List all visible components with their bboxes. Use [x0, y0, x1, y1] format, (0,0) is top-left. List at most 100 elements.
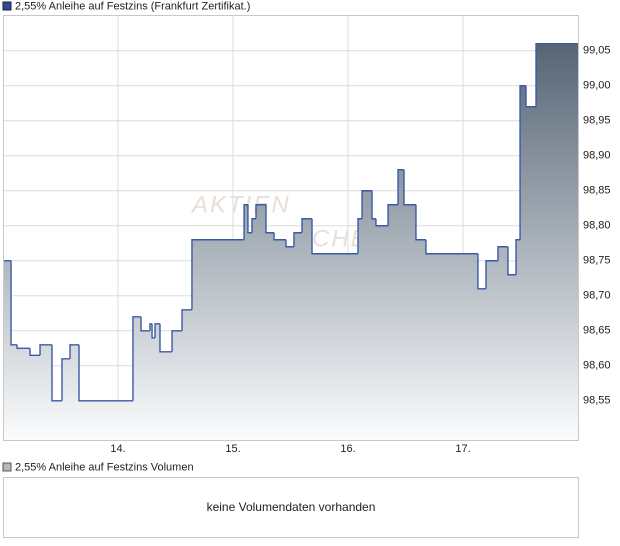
line-step [247, 204, 252, 234]
area-step [312, 253, 359, 440]
area-step [388, 204, 399, 440]
area-step [51, 400, 63, 440]
area-step [526, 106, 537, 440]
area-step [372, 218, 377, 440]
area-step [415, 239, 427, 440]
line-step [519, 85, 527, 240]
area-step [536, 43, 579, 440]
line-step [69, 344, 80, 359]
line-step [132, 316, 141, 401]
legend-swatch [2, 1, 12, 11]
area-step [251, 218, 257, 440]
area-step [70, 344, 80, 440]
area-step [398, 169, 405, 441]
area-step [61, 358, 71, 440]
area [3, 43, 579, 441]
area-step [141, 330, 151, 440]
area-step [155, 323, 161, 440]
line-step [311, 218, 359, 255]
line-step [154, 323, 160, 338]
x-tick-label: 17. [455, 443, 470, 455]
y-tick-label: 98,70 [583, 290, 611, 302]
line-step [78, 344, 133, 402]
area-step [30, 355, 41, 440]
line-step [29, 348, 41, 356]
plot-area: AKTIENCHECK [3, 15, 579, 441]
watermark: AKTIEN [190, 191, 291, 218]
area-step [11, 344, 18, 440]
line-step [159, 323, 173, 353]
line-step [485, 260, 498, 289]
line-step [371, 190, 376, 220]
line-step [397, 169, 405, 205]
line-step [525, 85, 537, 108]
x-tick-label: 15. [225, 443, 240, 455]
area-step [266, 232, 275, 440]
area-step [507, 274, 517, 440]
line-step [403, 169, 416, 206]
line-step [243, 204, 248, 240]
line-step [255, 204, 267, 219]
y-tick-label: 98,90 [583, 150, 611, 162]
line-step [301, 218, 313, 233]
line-step [535, 43, 578, 107]
line-step [61, 358, 71, 401]
line-step [39, 344, 52, 356]
volume-title: 2,55% Anleihe auf Festzins Volumen [15, 461, 194, 473]
line-step [415, 204, 426, 241]
area-step [3, 260, 12, 440]
area-step [293, 232, 303, 440]
line-step [51, 344, 62, 402]
plot-frame [3, 15, 579, 441]
area-step [247, 232, 253, 440]
line-step [507, 246, 517, 276]
line-step [293, 232, 302, 247]
area-step [358, 218, 363, 440]
volume-message: keine Volumendaten vorhanden [207, 500, 376, 514]
x-tick-label: 14. [110, 443, 125, 455]
area-step [256, 204, 267, 440]
area-step [149, 323, 153, 440]
area-step [425, 253, 479, 440]
line-step [425, 239, 478, 255]
line-step [515, 239, 521, 275]
volume-frame [3, 477, 579, 538]
line-step [387, 204, 399, 226]
line-step [497, 246, 508, 261]
line-step [191, 239, 245, 310]
line-step [285, 239, 294, 248]
area-step [477, 288, 487, 440]
area-step [286, 246, 295, 440]
y-tick-label: 98,75 [583, 255, 611, 267]
y-tick-label: 98,95 [583, 115, 611, 127]
area-step [244, 204, 249, 440]
area-step [486, 260, 499, 440]
line-step [265, 204, 275, 234]
y-tick-label: 98,85 [583, 185, 611, 197]
line-step [477, 253, 486, 290]
area-step [404, 204, 417, 440]
area-step [516, 239, 521, 440]
area-step [172, 330, 183, 440]
area-step [17, 348, 31, 440]
area-step [274, 239, 287, 440]
y-tick-label: 99,05 [583, 45, 611, 57]
area-step [159, 351, 173, 440]
line-step [181, 309, 192, 331]
line-step [361, 190, 373, 219]
line-step [251, 218, 256, 233]
line-step [16, 344, 31, 349]
area-step [497, 246, 509, 440]
area-step [152, 337, 156, 440]
chart-title: 2,55% Anleihe auf Festzins (Frankfurt Ze… [15, 0, 250, 12]
area-step [302, 218, 313, 440]
y-tick-label: 98,60 [583, 360, 611, 372]
area-step [40, 344, 53, 440]
line-step [357, 218, 363, 254]
area-step [362, 190, 373, 440]
area-step [79, 400, 134, 440]
area-step [132, 316, 142, 440]
legend-swatch [2, 462, 12, 472]
